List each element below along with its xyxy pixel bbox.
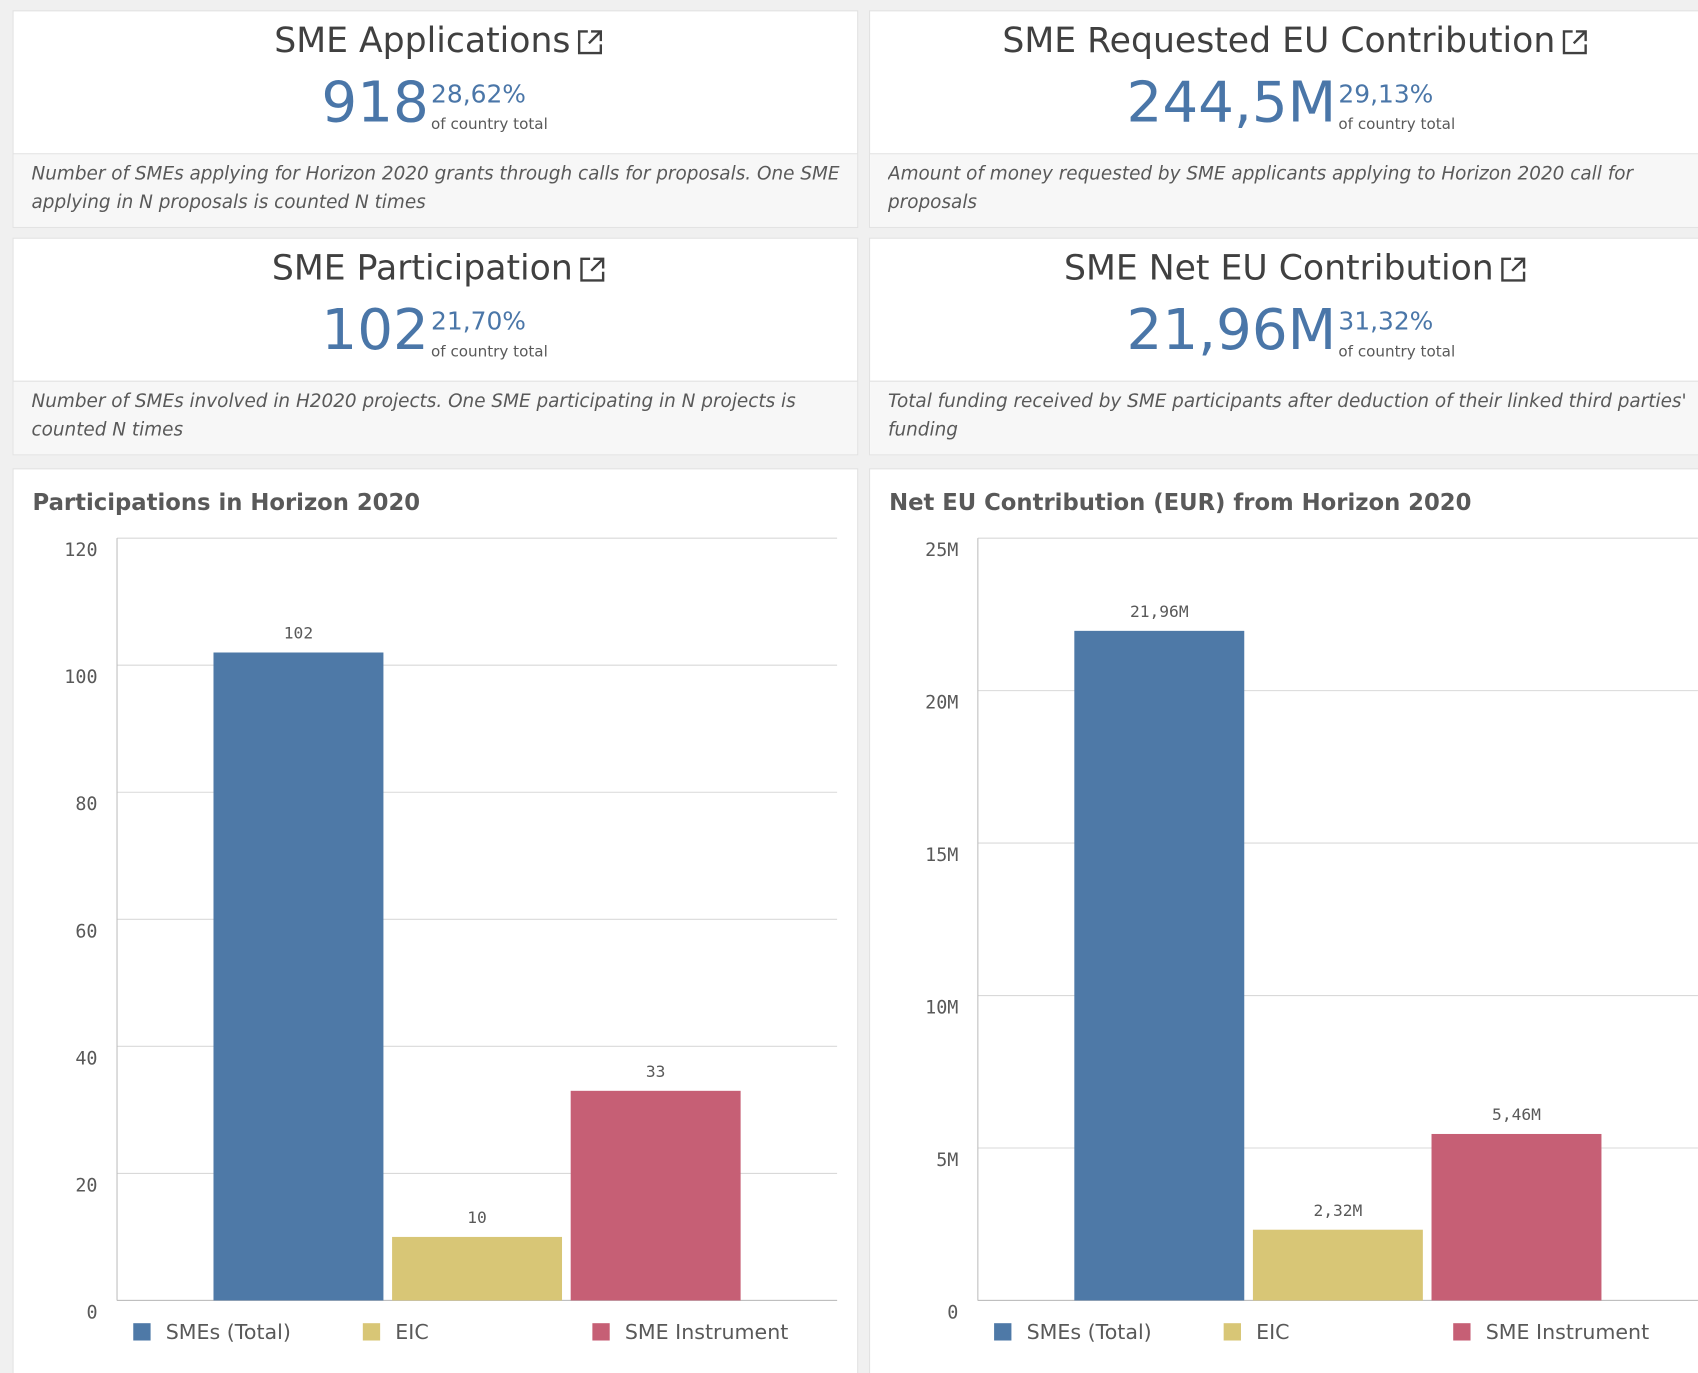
kpi-value: 918 [321, 71, 428, 136]
legend-swatch [1453, 1323, 1471, 1341]
data-label: 5,46M [1492, 1105, 1541, 1124]
legend-swatch [133, 1323, 151, 1341]
data-label: 102 [284, 624, 313, 643]
legend-swatch [994, 1323, 1012, 1341]
kpi-title: SME Participation [272, 249, 573, 289]
bar [1074, 630, 1245, 1301]
legend-label: SMEs (Total) [1027, 1320, 1152, 1344]
external-link-icon [1562, 30, 1587, 55]
kpi-description-area [870, 381, 1698, 455]
chart-title: Participations in Horizon 2020 [33, 490, 421, 516]
external-link-icon [577, 30, 603, 55]
kpi-title: SME Applications [274, 21, 570, 61]
kpi-description-box: Number of SMEs involved in H2020 project… [31, 390, 796, 441]
legend-label: SME Instrument [625, 1320, 788, 1344]
kpi-description-area [13, 381, 858, 455]
kpi-title: SME Net EU Contribution [1064, 249, 1494, 289]
chart-title: Net EU Contribution (EUR) from Horizon 2… [889, 490, 1471, 516]
kpi-percent: 31,32% [1338, 307, 1433, 336]
kpi-description-box: Number of SMEs applying for Horizon 2020… [31, 163, 840, 214]
legend-label: SME Instrument [1486, 1320, 1649, 1344]
kpi-title: SME Requested EU Contribution [1002, 21, 1555, 61]
kpi-value: 244,5M [1127, 71, 1337, 136]
kpi-description-area [13, 153, 858, 227]
kpi-description-area [870, 153, 1698, 227]
y-tick-label: 20M [925, 693, 958, 714]
y-tick-label: 25M [925, 540, 958, 561]
legend-label: SMEs (Total) [166, 1320, 291, 1344]
y-tick-label: 5M [936, 1150, 958, 1171]
y-tick-label: 0 [947, 1302, 958, 1323]
legend-swatch [1223, 1323, 1241, 1341]
kpi-description: Amount of money requested by SME applica… [887, 163, 1634, 214]
legend-label: EIC [395, 1320, 428, 1344]
external-link-icon [1501, 257, 1526, 282]
kpi-description-box: Total funding received by SME participan… [887, 390, 1687, 441]
bar [213, 652, 384, 1301]
kpi-value: 21,96M [1127, 298, 1337, 363]
y-tick-label: 15M [925, 845, 958, 866]
kpi-value: 102 [321, 298, 428, 363]
y-tick-label: 100 [64, 667, 97, 688]
bar [1431, 1133, 1602, 1301]
kpi-percent-note: of country total [431, 342, 548, 360]
external-link-icon [580, 257, 605, 282]
kpi-percent: 21,70% [431, 307, 526, 336]
kpi-description: Number of SMEs involved in H2020 project… [31, 390, 796, 441]
kpi-description-box: Amount of money requested by SME applica… [887, 163, 1634, 214]
kpi-percent: 29,13% [1338, 79, 1433, 108]
legend-label: EIC [1256, 1320, 1289, 1344]
kpi-percent-note: of country total [1338, 115, 1455, 133]
y-tick-label: 0 [86, 1302, 97, 1323]
y-tick-label: 60 [75, 921, 97, 942]
data-label: 21,96M [1130, 602, 1189, 621]
kpi-percent: 28,62% [431, 79, 526, 108]
kpi-description: Number of SMEs applying for Horizon 2020… [31, 163, 840, 214]
y-tick-label: 80 [75, 794, 97, 815]
y-tick-label: 20 [75, 1175, 97, 1196]
data-label: 33 [646, 1062, 666, 1081]
bar [570, 1090, 741, 1301]
y-tick-label: 10M [925, 998, 958, 1019]
kpi-description: Total funding received by SME participan… [887, 390, 1687, 441]
bar [392, 1236, 563, 1301]
legend-swatch [362, 1323, 381, 1341]
kpi-percent-note: of country total [1338, 342, 1455, 360]
bar [1252, 1229, 1423, 1301]
y-tick-label: 40 [75, 1048, 97, 1069]
legend-swatch [592, 1323, 610, 1341]
kpi-percent-note: of country total [431, 115, 548, 133]
y-tick-label: 120 [64, 540, 97, 561]
data-label: 2,32M [1313, 1201, 1362, 1220]
data-label: 10 [467, 1208, 487, 1227]
